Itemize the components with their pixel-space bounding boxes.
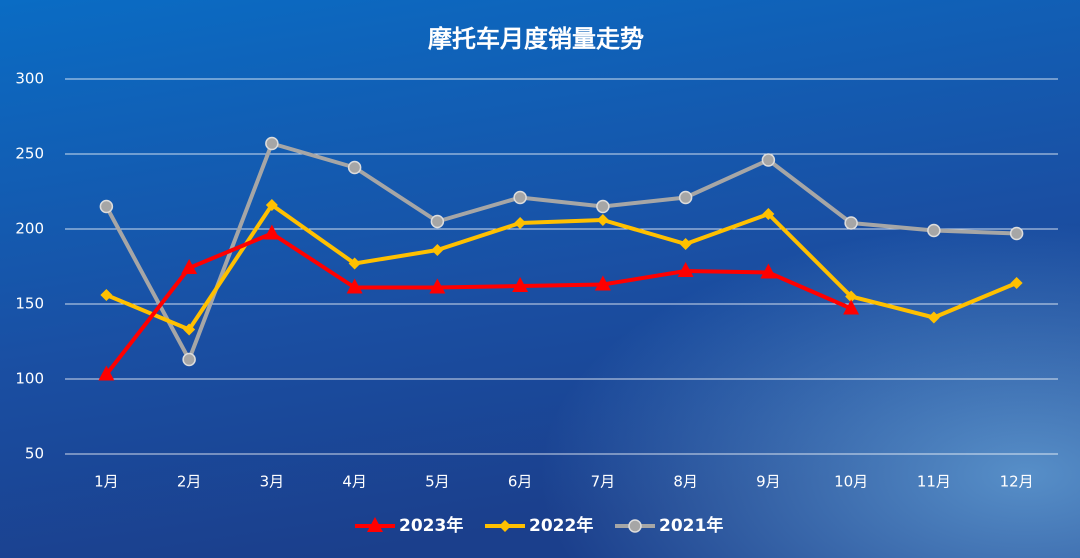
series-line [105, 203, 1018, 332]
marker [431, 244, 444, 256]
marker [181, 259, 198, 274]
marker [348, 257, 361, 270]
marker [265, 199, 278, 211]
marker [677, 262, 694, 277]
y-tick-label: 200 [15, 220, 44, 238]
x-tick-label: 10月 [834, 473, 868, 491]
x-tick-label: 3月 [260, 473, 285, 491]
marker [347, 160, 362, 175]
series-line [104, 231, 852, 376]
marker [513, 190, 527, 205]
marker [596, 214, 609, 226]
legend-label: 2023年 [399, 515, 463, 536]
marker [263, 224, 280, 240]
x-tick-label: 2月 [177, 473, 202, 491]
marker [499, 520, 511, 532]
marker [430, 214, 445, 229]
x-tick-label: 1月 [94, 473, 119, 491]
marker [594, 275, 611, 291]
x-tick-label: 8月 [673, 473, 698, 491]
marker [1010, 277, 1023, 289]
marker [512, 277, 529, 292]
marker [265, 136, 279, 151]
marker [596, 199, 610, 214]
series-line [104, 141, 1017, 362]
x-tick-label: 12月 [1000, 473, 1034, 491]
x-tick-label: 7月 [591, 473, 616, 491]
y-tick-label: 50 [25, 445, 44, 463]
legend-label: 2022年 [529, 515, 593, 536]
marker [628, 519, 642, 533]
y-tick-label: 100 [15, 370, 44, 388]
legend-label: 2021年 [659, 515, 723, 536]
x-tick-label: 5月 [425, 473, 450, 491]
marker [429, 278, 446, 294]
marker [98, 365, 115, 381]
marker [678, 190, 693, 205]
marker [845, 290, 858, 303]
marker [760, 263, 777, 279]
marker [367, 517, 383, 532]
marker [99, 199, 114, 214]
marker [927, 223, 941, 238]
x-tick-label: 6月 [508, 473, 533, 491]
y-tick-label: 250 [15, 145, 44, 163]
marker [183, 323, 196, 336]
marker [182, 352, 196, 367]
marker [761, 153, 776, 167]
y-tick-label: 150 [15, 295, 44, 313]
marker [346, 278, 363, 294]
x-tick-label: 4月 [342, 473, 367, 491]
marker [843, 299, 860, 315]
marker [100, 289, 113, 301]
marker [927, 311, 940, 324]
marker [679, 238, 692, 250]
x-tick-label: 11月 [917, 473, 951, 491]
marker [844, 216, 858, 230]
marker [1009, 226, 1024, 241]
marker [514, 217, 527, 229]
y-tick-label: 300 [15, 70, 44, 88]
x-tick-label: 9月 [756, 473, 781, 491]
chart-title: 摩托车月度销量走势 [428, 25, 644, 53]
marker [762, 208, 775, 220]
